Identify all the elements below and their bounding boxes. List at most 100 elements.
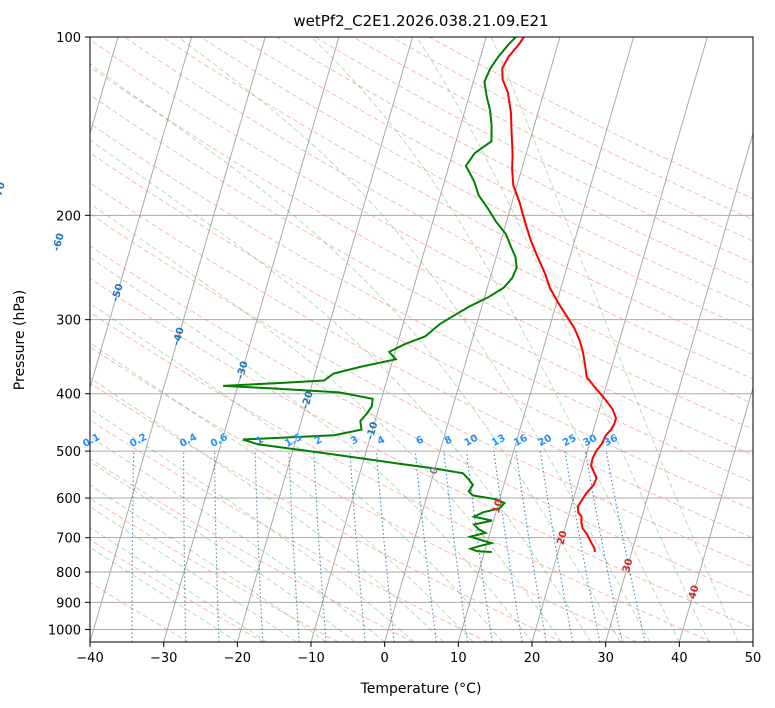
isotherm-label: 40 [687, 584, 701, 600]
y-axis-label: Pressure (hPa) [12, 290, 28, 390]
dry-adiabat-line [90, 122, 753, 483]
dry-adiabat-line [90, 497, 339, 642]
mixing-ratio-line [375, 451, 395, 642]
moist-adiabat-line [90, 506, 297, 642]
moist-adiabat-line [490, 37, 739, 642]
mixing-ratio-line [349, 451, 366, 642]
dry-adiabat-line [90, 346, 638, 642]
y-tick-label: 900 [56, 596, 81, 611]
x-tick-label: 30 [597, 651, 614, 666]
isotherm-line [236, 37, 414, 642]
dry-adiabat-line [90, 277, 753, 629]
dry-adiabat-line [90, 66, 753, 430]
moist-adiabat-line [90, 435, 386, 642]
moist-adiabat-layer [90, 37, 739, 642]
dry-adiabat-line [90, 245, 753, 598]
moist-adiabat-line [310, 37, 680, 642]
x-tick-label: 40 [671, 651, 688, 666]
moist-adiabat-line [90, 63, 621, 642]
isotherm-label: -60 [51, 232, 67, 252]
isotherm-line [90, 37, 193, 390]
dry-adiabat-line [90, 39, 753, 405]
y-tick-label: 400 [56, 388, 81, 403]
y-tick-label: 700 [56, 532, 81, 547]
y-tick-label: 300 [56, 314, 81, 329]
dry-adiabat-line [90, 382, 563, 642]
isotherm-line [678, 385, 753, 642]
isotherm-label: -40 [171, 326, 187, 346]
x-tick-label: 0 [381, 651, 389, 666]
moist-adiabat-line [90, 139, 592, 642]
mixing-ratio-label: 6 [414, 434, 425, 447]
dry-adiabat-layer [90, 37, 753, 642]
y-tick-label: 100 [56, 31, 81, 46]
dewpoint-profile-line [223, 37, 518, 553]
moist-adiabat-line [416, 37, 710, 642]
x-axis: −40 −30 −20 −10 0 10 20 30 40 50 [76, 642, 761, 666]
isotherm-label: -20 [300, 390, 316, 410]
moist-adiabat-line [90, 302, 503, 642]
moist-adiabat-line [90, 342, 474, 642]
isotherm-label: 20 [555, 530, 569, 546]
moist-adiabat-line [177, 37, 651, 642]
isotherm-line [531, 37, 708, 642]
isotherm-layer [90, 37, 753, 642]
mixing-ratio-label: 1 [254, 434, 265, 447]
x-tick-label: 20 [524, 651, 541, 666]
y-axis: 100 200 300 400 500 600 700 800 900 1000 [48, 31, 90, 638]
moist-adiabat-line [90, 526, 268, 642]
x-tick-label: 50 [745, 651, 762, 666]
mixing-ratio-label: 3 [349, 434, 360, 447]
y-tick-label: 500 [56, 445, 81, 460]
dry-adiabat-line [90, 213, 753, 568]
isotherm-line [163, 37, 340, 642]
mixing-ratio-label: 2 [313, 434, 324, 447]
isotherm-label: 10 [491, 498, 505, 514]
mixing-ratio-line [493, 451, 523, 642]
chart-title: wetPf2_C2E1.2026.038.21.09.E21 [293, 12, 548, 31]
x-tick-label: 10 [450, 651, 467, 666]
moist-adiabat-line [90, 202, 562, 642]
plot-area [90, 37, 753, 642]
isotherm-line [310, 37, 487, 642]
isotherm-label: 0 [428, 466, 441, 476]
dry-adiabat-line [238, 37, 753, 309]
mixing-ratio-line [443, 451, 469, 642]
moist-adiabat-line [90, 461, 356, 642]
isotherm-label: -70 [0, 181, 8, 201]
dry-adiabat-line [90, 182, 753, 539]
isotherm-label: -10 [365, 421, 381, 441]
y-tick-label: 600 [56, 492, 81, 507]
x-tick-label: −10 [297, 651, 324, 666]
mixing-ratio-line [414, 451, 437, 642]
mixing-ratio-label: 8 [443, 434, 454, 447]
dry-adiabat-line [90, 457, 414, 642]
y-tick-label: 200 [56, 209, 81, 224]
grid-layer [90, 37, 753, 630]
x-tick-label: −20 [224, 651, 251, 666]
moist-adiabat-line [90, 408, 415, 642]
x-tick-label: −30 [150, 651, 177, 666]
x-axis-label: Temperature (°C) [360, 681, 482, 697]
isotherm-line [605, 131, 753, 642]
y-tick-label: 800 [56, 566, 81, 581]
dry-adiabat-line [90, 94, 753, 456]
y-tick-label: 1000 [48, 623, 81, 638]
isotherm-label: -30 [235, 360, 251, 380]
isotherm-label: -50 [110, 283, 126, 303]
isotherm-line [90, 37, 266, 642]
dry-adiabat-line [276, 37, 753, 286]
mixing-ratio-label: 4 [376, 434, 387, 447]
x-tick-label: −40 [76, 651, 103, 666]
isotherm-label: 30 [621, 557, 635, 573]
dry-adiabat-line [90, 311, 712, 642]
mixing-ratio-line [605, 451, 646, 642]
plot-frame [89, 36, 754, 643]
dry-adiabat-line [90, 419, 488, 642]
series-layer [223, 37, 618, 553]
dry-adiabat-line [90, 581, 190, 642]
moist-adiabat-line [90, 484, 326, 642]
moist-adiabat-line [90, 256, 533, 642]
